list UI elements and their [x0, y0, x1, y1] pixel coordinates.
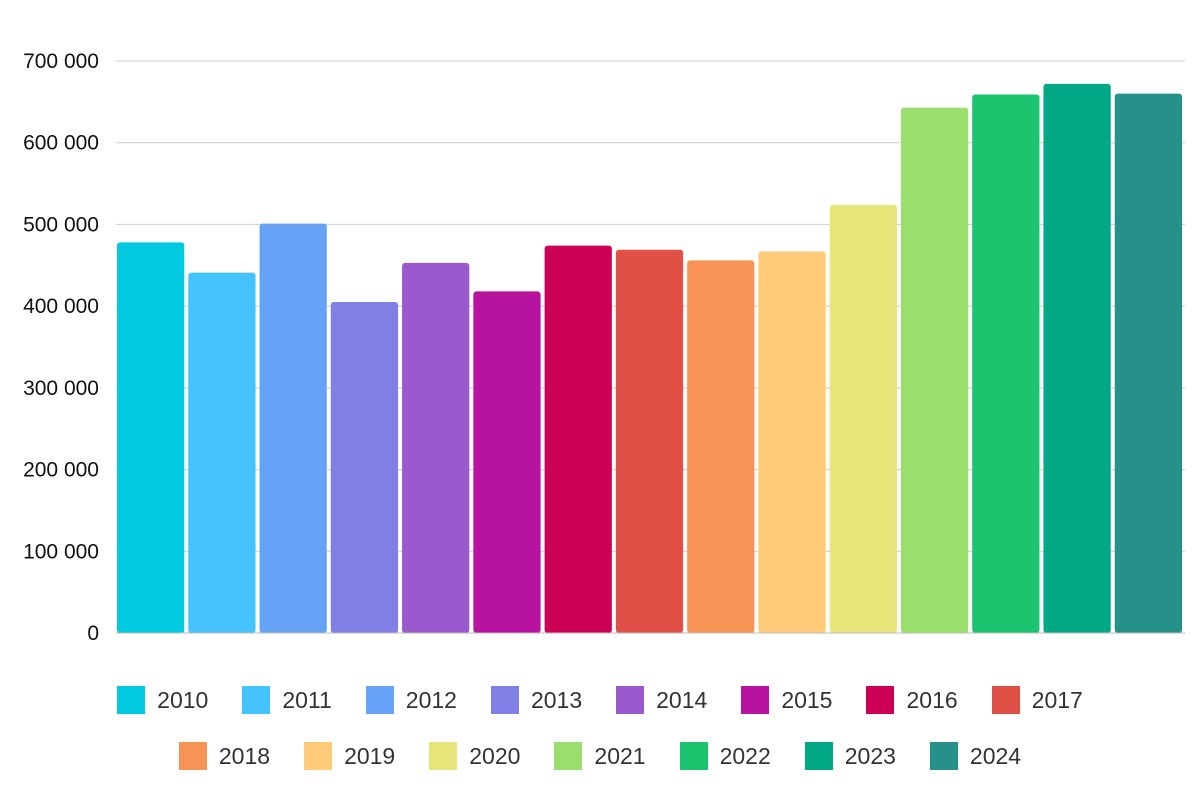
bar-2014[interactable] — [402, 262, 470, 633]
legend-item-2015[interactable]: 2015 — [741, 686, 832, 714]
y-tick-label: 100 000 — [23, 540, 99, 563]
legend-label: 2016 — [906, 686, 958, 713]
bar-2010[interactable] — [117, 242, 185, 634]
legend-swatch — [866, 686, 895, 714]
legend-swatch — [804, 742, 833, 770]
y-tick-label: 500 000 — [23, 213, 99, 236]
y-tick-label: 400 000 — [23, 295, 99, 318]
legend-swatch — [490, 686, 519, 714]
legend-swatch — [991, 686, 1020, 714]
legend-row: 2018 2019 2020 2021 2022 2023 2024 — [0, 728, 1200, 784]
legend-label: 2024 — [969, 742, 1022, 769]
bar-2019[interactable] — [758, 251, 826, 633]
legend-label: 2010 — [157, 686, 209, 713]
legend-swatch — [304, 742, 333, 770]
bars — [117, 83, 1182, 634]
y-tick-label: 300 000 — [23, 377, 99, 400]
legend-label: 2017 — [1031, 686, 1083, 713]
bar-2011[interactable] — [188, 272, 256, 633]
legend-swatch — [429, 742, 458, 770]
legend-swatch — [117, 686, 146, 714]
legend-label: 2015 — [781, 686, 833, 713]
bar-2016[interactable] — [544, 245, 612, 633]
bar-2020[interactable] — [829, 204, 897, 633]
bar-2012[interactable] — [259, 223, 327, 633]
legend-item-2011[interactable]: 2011 — [242, 686, 332, 714]
legend-item-2020[interactable]: 2020 — [429, 742, 520, 770]
legend-label: 2018 — [218, 742, 271, 769]
bar-chart: 0 100 000 200 000 300 000 400 000 500 000 600 … — [23, 50, 1185, 645]
legend-label: 2019 — [344, 742, 396, 769]
legend-item-2012[interactable]: 2012 — [365, 686, 457, 714]
legend-swatch — [616, 686, 645, 714]
legend-label: 2022 — [719, 742, 771, 769]
bar-2013[interactable] — [330, 302, 399, 633]
legend-swatch — [365, 686, 394, 714]
legend-item-2019[interactable]: 2019 — [304, 742, 395, 770]
bar-2017[interactable] — [615, 249, 684, 633]
legend-swatch — [679, 742, 708, 770]
legend-item-2014[interactable]: 2014 — [616, 686, 707, 714]
y-axis: 0 100 000 200 000 300 000 400 000 500 000 600 … — [23, 50, 99, 645]
bar-2021[interactable] — [900, 107, 969, 633]
legend-item-2021[interactable]: 2021 — [554, 742, 646, 770]
legend-swatch — [929, 742, 958, 770]
legend-item-2013[interactable]: 2013 — [490, 686, 583, 714]
bar-2015[interactable] — [473, 291, 541, 633]
legend-item-2022[interactable]: 2022 — [679, 742, 771, 770]
bar-2018[interactable] — [687, 260, 755, 633]
legend: 2010 2011 2012 2013 2014 2015 2016 2017 2018 201… — [0, 672, 1200, 784]
legend-label: 2012 — [405, 686, 457, 713]
bar-2022[interactable] — [972, 94, 1040, 633]
legend-item-2018[interactable]: 2018 — [178, 742, 271, 770]
legend-item-2017[interactable]: 2017 — [991, 686, 1083, 714]
y-tick-label: 200 000 — [23, 459, 99, 482]
legend-item-2016[interactable]: 2016 — [866, 686, 958, 714]
legend-item-2024[interactable]: 2024 — [929, 742, 1022, 770]
legend-swatch — [741, 686, 770, 714]
legend-swatch — [178, 742, 207, 770]
legend-label: 2011 — [282, 686, 332, 713]
legend-label: 2020 — [469, 742, 521, 769]
legend-row: 2010 2011 2012 2013 2014 2015 2016 2017 — [0, 672, 1200, 728]
bar-2024[interactable] — [1114, 93, 1182, 633]
legend-label: 2021 — [594, 742, 646, 769]
legend-item-2023[interactable]: 2023 — [804, 742, 896, 770]
bar-2023[interactable] — [1043, 83, 1111, 633]
legend-label: 2023 — [844, 742, 896, 769]
legend-swatch — [554, 742, 583, 770]
y-tick-label: 600 000 — [23, 132, 99, 155]
legend-item-2010[interactable]: 2010 — [117, 686, 208, 714]
legend-label: 2014 — [656, 686, 708, 713]
y-tick-label: 700 000 — [23, 50, 99, 73]
legend-swatch — [242, 686, 271, 714]
y-tick-label: 0 — [87, 622, 99, 645]
legend-label: 2013 — [530, 686, 583, 713]
